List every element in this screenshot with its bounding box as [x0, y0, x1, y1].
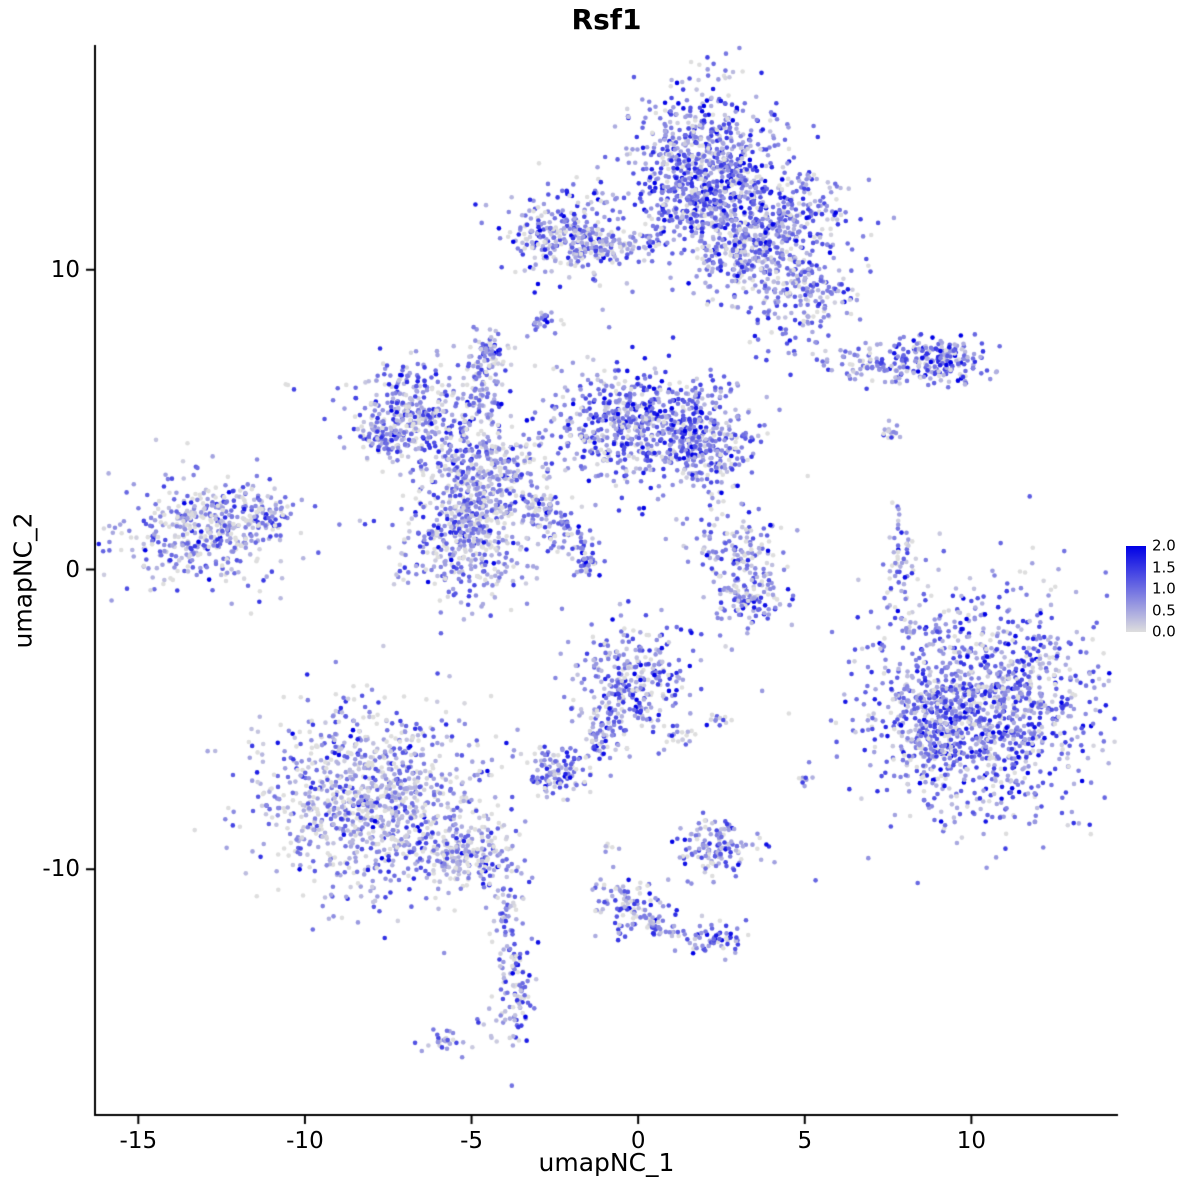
x-tick-label: 0 — [630, 1128, 646, 1154]
y-tick-label: 0 — [65, 556, 80, 583]
x-tick-label: 10 — [956, 1128, 987, 1154]
y-axis-label-wrap: umapNC_2 — [0, 45, 46, 1115]
legend-label: 0.0 — [1152, 622, 1176, 641]
legend-label: 0.5 — [1152, 601, 1176, 619]
x-tick-label: -5 — [460, 1128, 483, 1154]
x-tick-label: 5 — [797, 1128, 813, 1154]
legend-label: 1.0 — [1152, 579, 1176, 598]
y-axis-label: umapNC_2 — [8, 512, 38, 648]
x-tick-label: -15 — [119, 1128, 158, 1154]
x-axis-label: umapNC_1 — [538, 1148, 675, 1177]
x-tick-label: -10 — [286, 1128, 324, 1154]
expression-legend: 2.0 1.5 1.0 0.5 0.0 — [1126, 538, 1200, 646]
y-tick-label: -10 — [42, 856, 80, 883]
legend-label: 2.0 — [1152, 536, 1176, 555]
legend-label: 1.5 — [1152, 558, 1176, 576]
legend-gradient-bar — [1126, 546, 1146, 632]
y-tick-label: 10 — [50, 256, 80, 283]
